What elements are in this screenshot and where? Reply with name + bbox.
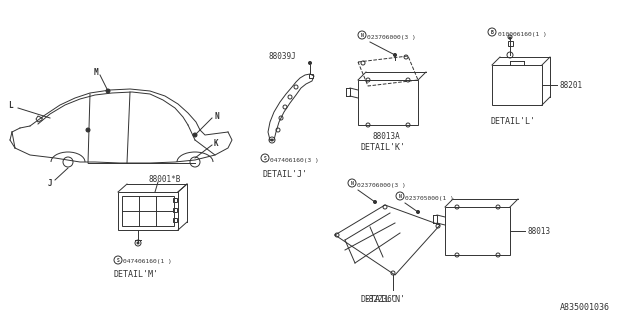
Bar	[122, 196, 174, 226]
Text: 88039J: 88039J	[268, 52, 296, 61]
Bar	[173, 198, 177, 202]
Text: 047406160(1 ): 047406160(1 )	[123, 260, 172, 265]
Text: DETAIL'L': DETAIL'L'	[490, 117, 535, 126]
Text: S: S	[264, 156, 266, 161]
Bar	[309, 74, 313, 78]
Text: N: N	[214, 111, 219, 121]
Circle shape	[417, 211, 419, 213]
Bar	[118, 192, 178, 230]
Text: 88201: 88201	[559, 81, 582, 90]
Text: L: L	[8, 100, 12, 109]
Text: M: M	[93, 68, 99, 76]
Text: N: N	[399, 194, 401, 198]
Circle shape	[193, 133, 197, 137]
Bar	[508, 41, 513, 45]
Text: 88013A: 88013A	[372, 132, 400, 141]
Circle shape	[106, 89, 110, 93]
Bar	[358, 80, 418, 125]
Circle shape	[271, 139, 273, 141]
Text: 023706000(3 ): 023706000(3 )	[367, 35, 416, 39]
Text: 88001*B: 88001*B	[148, 175, 180, 184]
Circle shape	[308, 61, 312, 65]
Text: 047406160(3 ): 047406160(3 )	[270, 157, 319, 163]
Circle shape	[137, 242, 139, 244]
Text: 010006160(1 ): 010006160(1 )	[498, 31, 547, 36]
Text: J: J	[48, 179, 52, 188]
Text: 023706000(3 ): 023706000(3 )	[357, 182, 406, 188]
Circle shape	[86, 128, 90, 132]
Text: 88013: 88013	[527, 227, 550, 236]
Bar	[445, 207, 510, 255]
Text: N: N	[351, 180, 353, 186]
Text: -82236C: -82236C	[365, 295, 397, 304]
Circle shape	[394, 53, 397, 57]
Text: DETAIL'J': DETAIL'J'	[262, 170, 307, 179]
Text: B: B	[491, 29, 493, 35]
Bar	[173, 208, 177, 212]
Bar	[173, 218, 177, 222]
Circle shape	[509, 37, 511, 39]
Text: K: K	[214, 139, 219, 148]
Text: 023705000(1 ): 023705000(1 )	[405, 196, 454, 201]
Text: DETAIL'N': DETAIL'N'	[360, 295, 405, 304]
Text: A835001036: A835001036	[560, 303, 610, 312]
Text: S: S	[116, 258, 120, 262]
Text: DETAIL'K': DETAIL'K'	[360, 143, 405, 152]
Text: DETAIL'M': DETAIL'M'	[113, 270, 158, 279]
Text: N: N	[360, 33, 364, 37]
Circle shape	[374, 201, 376, 204]
Bar	[492, 65, 542, 105]
